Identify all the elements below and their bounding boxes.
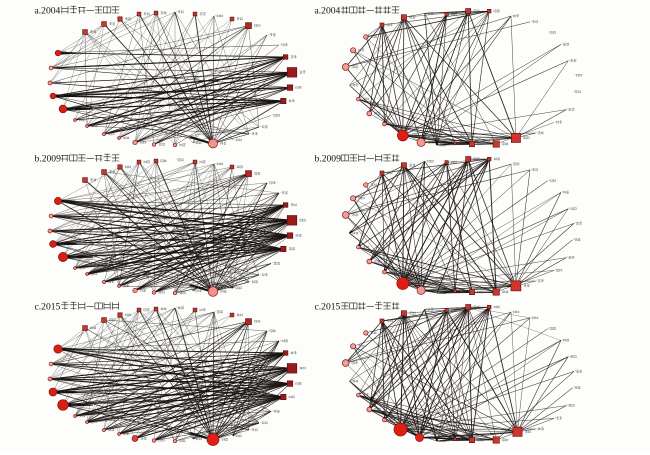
- svg-text:c.2015: c.2015: [315, 302, 341, 313]
- svg-text:c.2015: c.2015: [35, 302, 61, 313]
- svg-text:b.2009: b.2009: [35, 154, 62, 165]
- svg-text:a.2004: a.2004: [35, 6, 61, 17]
- svg-text:a.2004: a.2004: [315, 6, 341, 17]
- svg-text:b.2009: b.2009: [315, 154, 342, 165]
